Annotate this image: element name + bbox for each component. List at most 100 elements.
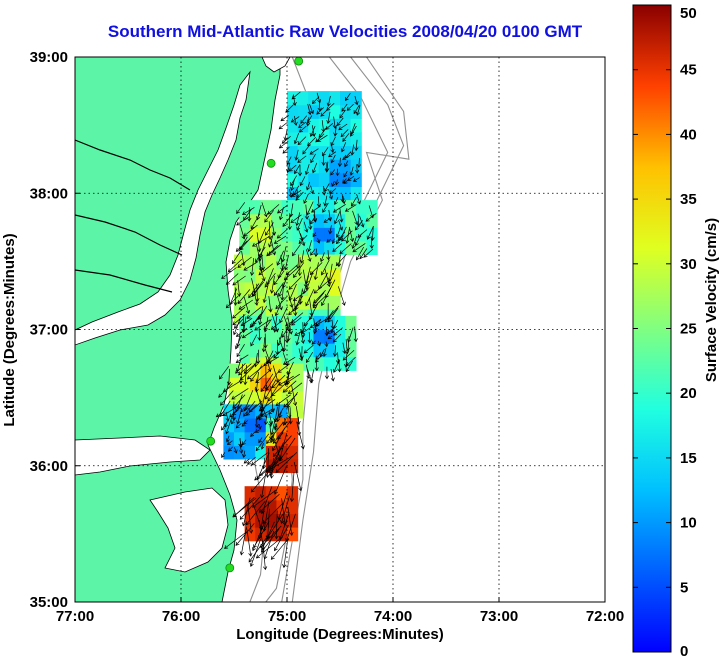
velocity-vector (276, 250, 284, 266)
velocity-vector (319, 348, 325, 358)
velocity-vector (342, 154, 351, 161)
velocity-vector (333, 327, 343, 336)
velocity-vector (264, 210, 274, 223)
velocity-cell (249, 200, 262, 215)
velocity-vector (350, 123, 356, 135)
velocity-vector (273, 347, 285, 359)
colorbar (632, 4, 672, 653)
velocity-cell (308, 281, 320, 296)
longitude-tick-label: 72:00 (586, 608, 624, 625)
velocity-vector (232, 275, 246, 286)
velocity-cell (292, 377, 304, 392)
delaware-bay (261, 57, 291, 73)
velocity-vector (347, 176, 355, 181)
velocity-vector (295, 331, 301, 346)
velocity-cell (287, 458, 299, 474)
velocity-vector (275, 452, 298, 473)
velocity-cell (308, 254, 320, 269)
velocity-cell (255, 445, 267, 460)
velocity-vector (257, 226, 267, 245)
velocity-vector (307, 240, 312, 253)
velocity-vector (261, 337, 266, 353)
velocity-cell (255, 254, 267, 269)
velocity-vector (350, 144, 355, 156)
velocity-vector (247, 504, 254, 534)
velocity-cell (260, 315, 272, 331)
velocity-vector (239, 224, 246, 240)
velocity-vector (297, 164, 303, 177)
velocity-vector (265, 268, 274, 286)
velocity-vector (338, 123, 348, 131)
velocity-vector (260, 252, 266, 271)
velocity-vector (221, 452, 226, 458)
velocity-cell (345, 315, 357, 331)
velocity-vector (265, 353, 276, 364)
velocity-vector (350, 196, 357, 207)
velocity-vector (243, 208, 252, 221)
velocity-vector (243, 458, 250, 464)
latitude-tick-label: 37:00 (30, 322, 68, 339)
velocity-vector (228, 446, 233, 452)
velocity-vector (294, 164, 301, 175)
velocity-vector (226, 368, 232, 386)
velocity-vector (326, 95, 331, 107)
velocity-vector (325, 161, 330, 172)
velocity-vector (332, 204, 346, 213)
velocity-cell (313, 343, 325, 358)
velocity-vector (284, 373, 300, 385)
velocity-vector (302, 144, 311, 155)
velocity-vector (262, 501, 270, 532)
velocity-vector (249, 316, 261, 328)
velocity-cell (287, 513, 299, 528)
velocity-cell (292, 363, 304, 378)
velocity-vector (324, 310, 334, 323)
velocity-vector (295, 189, 300, 199)
velocity-vector (309, 125, 316, 138)
velocity-cell (249, 315, 262, 331)
velocity-vector (332, 345, 338, 357)
velocity-cell (350, 159, 362, 174)
velocity-vector (328, 225, 333, 235)
velocity-cell (350, 186, 362, 201)
velocity-vector (254, 371, 259, 393)
colorbar-tick-label: 50 (680, 5, 697, 22)
velocity-cell (271, 213, 283, 228)
velocity-vector (331, 181, 336, 187)
velocity-vector (293, 115, 298, 126)
velocity-cell (292, 200, 304, 215)
velocity-vector (322, 202, 329, 213)
velocity-cell (292, 404, 304, 419)
velocity-vector (325, 123, 334, 130)
velocity-vector (254, 461, 279, 481)
velocity-vector (247, 456, 256, 465)
velocity-vector (234, 335, 242, 350)
velocity-cell (318, 159, 330, 174)
velocity-vector (272, 427, 286, 452)
velocity-vector (313, 262, 319, 281)
velocity-cell (334, 227, 346, 242)
velocity-vector (322, 348, 327, 358)
velocity-vector (239, 526, 247, 556)
velocity-vector (275, 291, 283, 311)
velocity-vector (288, 189, 293, 198)
velocity-vector (262, 283, 269, 304)
velocity-vector (321, 120, 326, 133)
velocity-cell (318, 131, 330, 147)
velocity-vector (309, 297, 314, 317)
velocity-vector (268, 296, 273, 313)
velocity-cell (318, 91, 330, 106)
velocity-cell (255, 431, 267, 446)
velocity-cell (255, 486, 267, 501)
velocity-vector (303, 193, 309, 204)
velocity-vector (277, 263, 285, 279)
velocity-vector (267, 221, 273, 240)
velocity-cell (292, 329, 304, 344)
latitude-tick-label: 35:00 (30, 594, 68, 611)
velocity-cell (292, 390, 304, 405)
colorbar-tick-label: 10 (680, 515, 697, 532)
velocity-vector (321, 155, 326, 166)
velocity-cell (345, 343, 357, 358)
velocity-vectors (215, 91, 377, 571)
velocity-vector (333, 211, 341, 225)
velocity-vector (259, 525, 282, 548)
